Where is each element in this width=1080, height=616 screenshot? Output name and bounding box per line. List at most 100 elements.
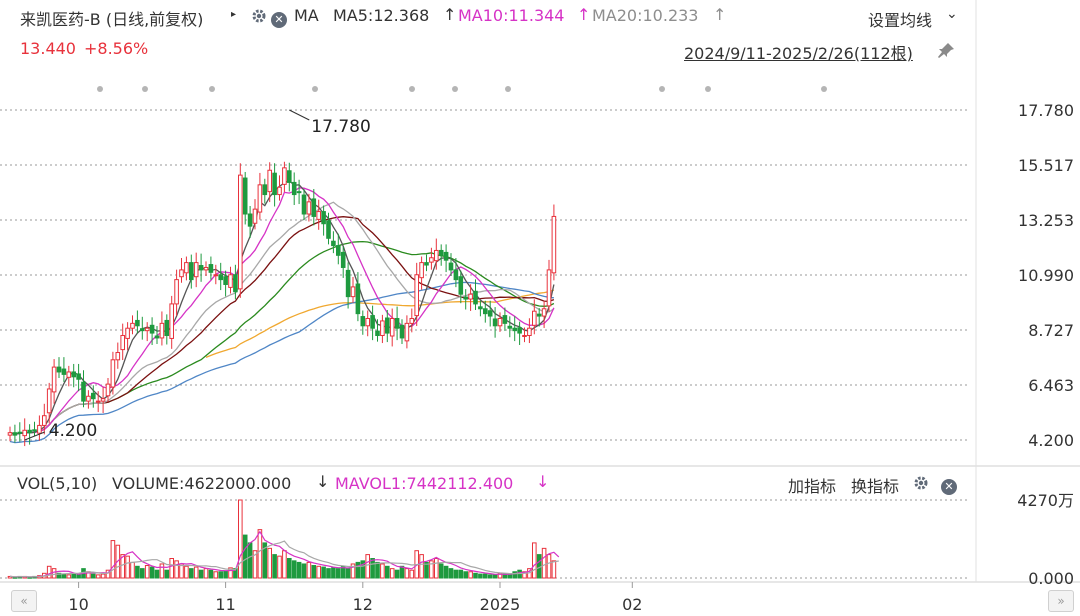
candle-body[interactable] <box>130 322 135 329</box>
candle-body[interactable] <box>345 269 351 298</box>
candle-body[interactable] <box>438 249 444 256</box>
candle-body[interactable] <box>242 177 248 215</box>
volume-bar[interactable] <box>228 567 233 579</box>
candle-body[interactable] <box>507 325 513 329</box>
candle-body[interactable] <box>512 327 518 332</box>
volume-bar[interactable] <box>385 565 390 579</box>
volume-bar[interactable] <box>424 561 429 579</box>
candle-body[interactable] <box>424 262 429 266</box>
candle-body[interactable] <box>66 371 72 378</box>
event-marker[interactable] <box>821 86 827 92</box>
candle-body[interactable] <box>218 274 223 281</box>
candle-body[interactable] <box>340 251 346 268</box>
volume-bar[interactable] <box>203 568 209 579</box>
candle-body[interactable] <box>100 398 106 402</box>
pin-icon[interactable] <box>936 41 956 63</box>
gear-icon[interactable] <box>251 8 267 28</box>
candle-body[interactable] <box>120 335 126 351</box>
candle-body[interactable] <box>306 201 312 215</box>
volume-bar[interactable] <box>282 550 287 579</box>
candle-body[interactable] <box>463 296 468 300</box>
candle-body[interactable] <box>203 266 209 271</box>
candle-body[interactable] <box>478 306 483 310</box>
volume-bar[interactable] <box>394 569 400 579</box>
volume-bar[interactable] <box>277 555 282 579</box>
scroll-left-button[interactable]: « <box>11 590 37 612</box>
volume-bar[interactable] <box>193 566 199 579</box>
stock-title[interactable]: 来凯医药-B (日线,前复权) <box>20 10 204 29</box>
candle-body[interactable] <box>27 429 32 434</box>
volume-bar[interactable] <box>91 573 96 579</box>
candle-body[interactable] <box>164 319 170 337</box>
volume-bar[interactable] <box>144 565 150 579</box>
volume-bar[interactable] <box>463 571 468 579</box>
candle-body[interactable] <box>394 317 400 329</box>
candle-body[interactable] <box>198 265 204 271</box>
candle-body[interactable] <box>193 262 199 278</box>
volume-bar[interactable] <box>380 563 385 579</box>
candle-body[interactable] <box>135 319 140 327</box>
scroll-right-button[interactable]: » <box>1048 590 1074 612</box>
volume-bar[interactable] <box>429 560 434 579</box>
candle-body[interactable] <box>22 429 27 437</box>
candle-body[interactable] <box>370 315 375 329</box>
volume-bar[interactable] <box>287 558 292 579</box>
candle-body[interactable] <box>51 366 57 393</box>
volume-bar[interactable] <box>46 565 52 579</box>
candle-body[interactable] <box>174 279 179 305</box>
volume-bar[interactable] <box>331 567 336 579</box>
candle-body[interactable] <box>487 310 493 317</box>
volume-bar[interactable] <box>492 574 498 579</box>
event-marker[interactable] <box>409 86 415 92</box>
candle-body[interactable] <box>301 194 307 215</box>
event-marker[interactable] <box>659 86 665 92</box>
event-marker[interactable] <box>312 86 318 92</box>
candle-body[interactable] <box>282 167 287 185</box>
candle-body[interactable] <box>287 170 292 183</box>
candle-body[interactable] <box>316 211 321 220</box>
candle-body[interactable] <box>179 269 184 278</box>
volume-bar[interactable] <box>135 565 140 579</box>
candle-body[interactable] <box>429 257 434 263</box>
volume-bar[interactable] <box>272 554 277 579</box>
volume-bar[interactable] <box>100 573 106 579</box>
event-marker[interactable] <box>97 86 103 92</box>
volume-bar[interactable] <box>218 571 223 579</box>
volume-bar[interactable] <box>546 554 552 579</box>
candle-body[interactable] <box>233 274 238 293</box>
candle-body[interactable] <box>125 327 130 339</box>
candle-body[interactable] <box>453 269 459 281</box>
candle-body[interactable] <box>448 262 454 271</box>
volume-gear-icon[interactable] <box>913 475 929 495</box>
candle-body[interactable] <box>414 274 419 317</box>
volume-bar[interactable] <box>76 574 81 579</box>
candle-body[interactable] <box>115 352 121 361</box>
candle-body[interactable] <box>46 388 52 414</box>
volume-bar[interactable] <box>375 561 380 579</box>
candle-body[interactable] <box>223 276 228 285</box>
switch-indicator-button[interactable]: 换指标 <box>851 477 900 496</box>
volume-bar[interactable] <box>326 568 331 579</box>
volume-bar[interactable] <box>443 565 449 579</box>
volume-bar[interactable] <box>370 558 375 579</box>
volume-bar[interactable] <box>110 540 116 579</box>
candle-body[interactable] <box>336 245 341 256</box>
candle-body[interactable] <box>17 431 23 434</box>
add-indicator-button[interactable]: 加指标 <box>788 477 837 496</box>
candle-body[interactable] <box>12 432 18 436</box>
candle-body[interactable] <box>140 328 145 332</box>
candle-body[interactable] <box>169 303 174 339</box>
event-marker[interactable] <box>209 86 215 92</box>
volume-bar[interactable] <box>483 573 488 579</box>
volume-bar[interactable] <box>208 569 214 579</box>
volume-bar[interactable] <box>541 547 547 579</box>
volume-bar[interactable] <box>468 571 473 579</box>
volume-bar[interactable] <box>487 574 493 579</box>
chevron-down-icon[interactable]: ⌄ <box>946 6 958 22</box>
date-range[interactable]: 2024/9/11-2025/2/26(112根) <box>684 44 913 63</box>
event-marker[interactable] <box>452 86 458 92</box>
candle-body[interactable] <box>272 172 277 196</box>
volume-bar[interactable] <box>184 565 189 579</box>
candle-body[interactable] <box>81 381 86 402</box>
